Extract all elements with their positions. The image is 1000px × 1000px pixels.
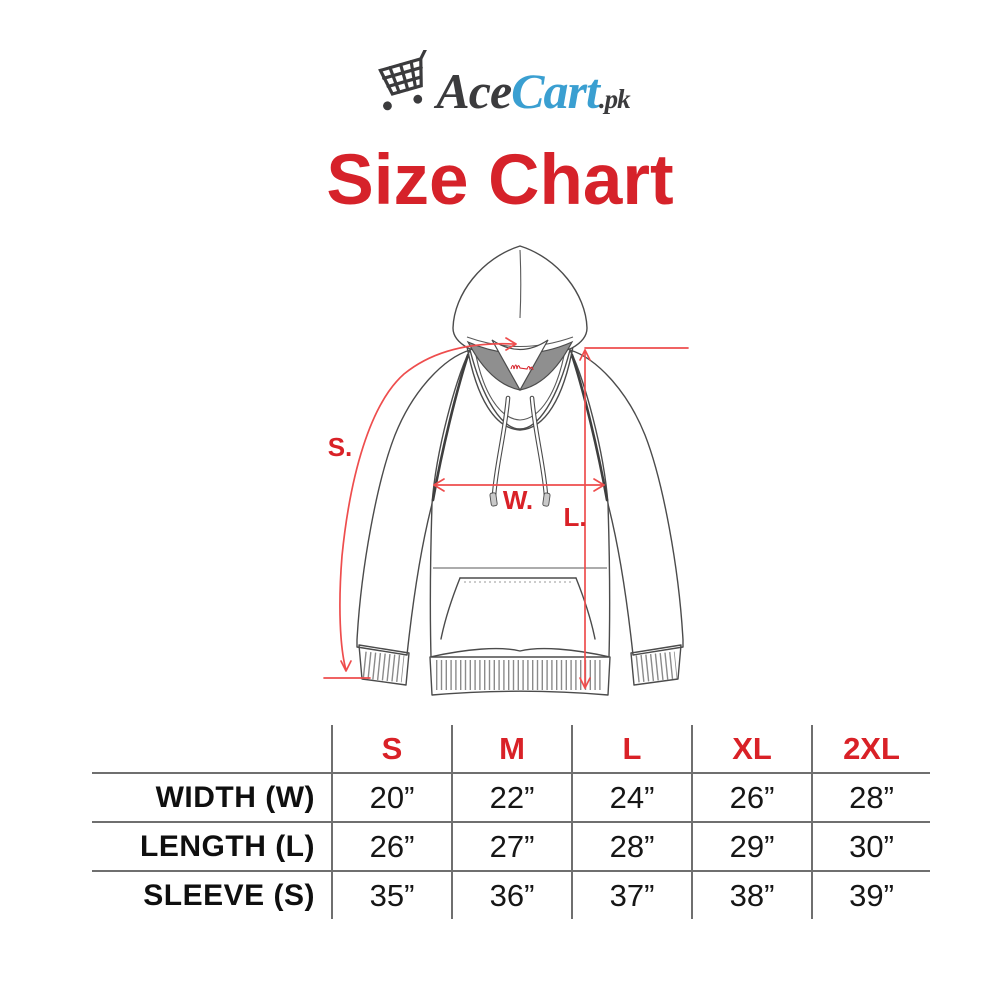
size-col-header-m: M (452, 725, 573, 774)
width-value-m: 22” (452, 773, 573, 823)
width-measure-label: W. (503, 485, 533, 515)
page-title: Size Chart (326, 141, 674, 220)
sleeve-value-s: 35” (332, 871, 453, 919)
brand-name-highlight: Cart (511, 63, 600, 119)
drawstrings (489, 395, 551, 507)
hoodie-measurement-diagram: S. W. L. (323, 245, 689, 696)
length-value-2xl: 30” (812, 822, 930, 872)
size-col-header-s: S (332, 725, 453, 774)
hood (452, 245, 588, 392)
raglan-seam-left (431, 353, 470, 502)
sleeve-value-m: 36” (452, 871, 573, 919)
kangaroo-pocket (440, 577, 596, 640)
size-col-header-2xl: 2XL (812, 725, 930, 774)
table-row-width: WIDTH (W) 20” 22” 24” 26” 28” (92, 773, 930, 823)
length-value-l: 28” (572, 822, 693, 872)
brand-name-prefix: Ace (436, 63, 512, 119)
width-value-2xl: 28” (812, 773, 930, 823)
sleeve-value-2xl: 39” (849, 877, 894, 913)
brand-wordmark: AceCart.pk (436, 63, 631, 119)
row-label-width: WIDTH (W) (92, 773, 333, 823)
row-label-sleeve: SLEEVE (S) (92, 871, 333, 919)
sleeve-value-xl: 38” (692, 871, 813, 919)
brand-name-tld: .pk (598, 84, 631, 114)
table-row-sleeve: SLEEVE (S) 35” 36” 37” 38” 39” (92, 871, 930, 919)
length-value-xl: 29” (692, 822, 813, 872)
hoodie-cuffs (358, 644, 682, 686)
row-label-length: LENGTH (L) (92, 822, 333, 872)
width-value-s: 20” (332, 773, 453, 823)
width-value-l: 24” (572, 773, 693, 823)
corner-cell (92, 725, 333, 774)
length-value-s: 26” (332, 822, 453, 872)
chest-brand-script-icon (510, 364, 534, 371)
measurement-lines (323, 337, 689, 689)
size-col-header-l: L (572, 725, 693, 774)
raglan-seam-right (570, 353, 609, 502)
sleeve-value-l: 37” (572, 871, 693, 919)
size-table: S M L XL 2XL WIDTH (W) 20” 22” 24” 26” 2… (92, 725, 930, 919)
neckline (465, 340, 575, 431)
length-measure-label: L. (563, 502, 586, 532)
shopping-cart-icon (378, 50, 431, 111)
width-value-xl: 26” (692, 773, 813, 823)
table-row-length: LENGTH (L) 26” 27” 28” 29” 30” (92, 822, 930, 872)
hoodie-waistband (429, 647, 611, 696)
size-header-row: S M L XL 2XL (92, 725, 930, 774)
length-value-m: 27” (452, 822, 573, 872)
brand-logo: AceCart.pk (0, 46, 1000, 116)
size-col-header-xl: XL (692, 725, 813, 774)
sleeve-measure-label: S. (328, 432, 353, 462)
